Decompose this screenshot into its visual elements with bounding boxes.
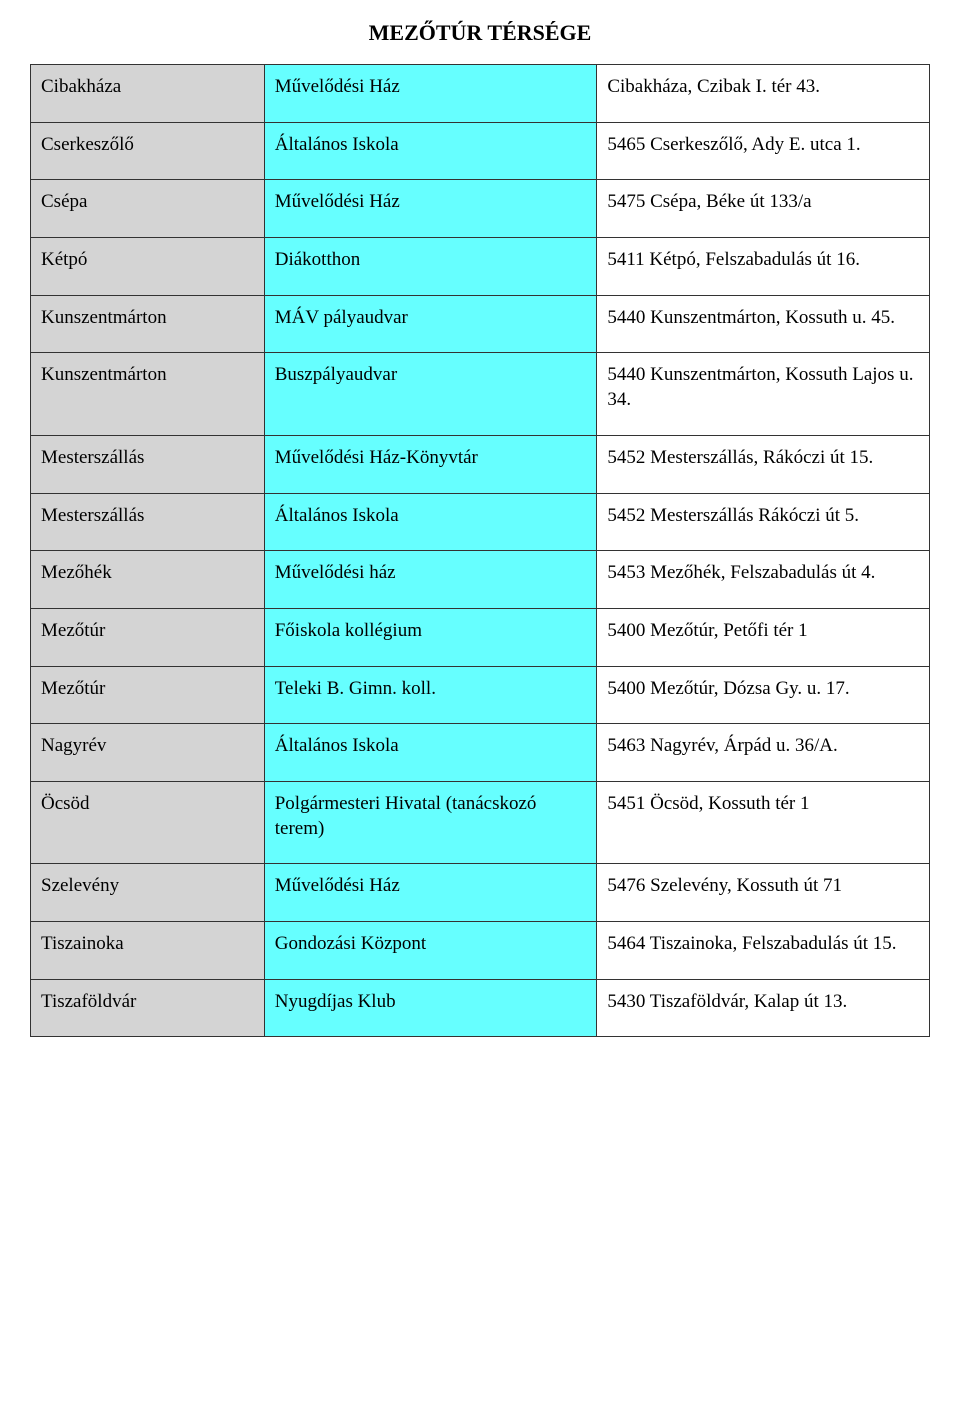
cell-address: 5430 Tiszaföldvár, Kalap út 13. bbox=[597, 979, 930, 1037]
cell-institution: Művelődési Ház bbox=[264, 180, 597, 238]
table-row: MesterszállásMűvelődési Ház-Könyvtár5452… bbox=[31, 435, 930, 493]
cell-institution: Főiskola kollégium bbox=[264, 608, 597, 666]
cell-institution: MÁV pályaudvar bbox=[264, 295, 597, 353]
table-row: SzelevényMűvelődési Ház5476 Szelevény, K… bbox=[31, 864, 930, 922]
table-row: CsépaMűvelődési Ház5475 Csépa, Béke út 1… bbox=[31, 180, 930, 238]
cell-settlement: Öcsöd bbox=[31, 781, 265, 863]
cell-institution: Diákotthon bbox=[264, 238, 597, 296]
table-row: NagyrévÁltalános Iskola5463 Nagyrév, Árp… bbox=[31, 724, 930, 782]
cell-institution: Gondozási Központ bbox=[264, 922, 597, 980]
cell-address: 5451 Öcsöd, Kossuth tér 1 bbox=[597, 781, 930, 863]
cell-settlement: Mezőhék bbox=[31, 551, 265, 609]
cell-settlement: Cibakháza bbox=[31, 65, 265, 123]
cell-institution: Általános Iskola bbox=[264, 493, 597, 551]
cell-settlement: Cserkeszőlő bbox=[31, 122, 265, 180]
table-row: CibakházaMűvelődési Ház Cibakháza, Cziba… bbox=[31, 65, 930, 123]
cell-settlement: Mezőtúr bbox=[31, 608, 265, 666]
cell-address: 5476 Szelevény, Kossuth út 71 bbox=[597, 864, 930, 922]
cell-settlement: Mesterszállás bbox=[31, 493, 265, 551]
cell-address: 5475 Csépa, Béke út 133/a bbox=[597, 180, 930, 238]
cell-address: 5440 Kunszentmárton, Kossuth u. 45. bbox=[597, 295, 930, 353]
cell-address: 5464 Tiszainoka, Felszabadulás út 15. bbox=[597, 922, 930, 980]
cell-settlement: Csépa bbox=[31, 180, 265, 238]
table-row: KunszentmártonMÁV pályaudvar5440 Kunszen… bbox=[31, 295, 930, 353]
cell-address: 5400 Mezőtúr, Petőfi tér 1 bbox=[597, 608, 930, 666]
cell-settlement: Kétpó bbox=[31, 238, 265, 296]
cell-address: 5400 Mezőtúr, Dózsa Gy. u. 17. bbox=[597, 666, 930, 724]
cell-institution: Általános Iskola bbox=[264, 122, 597, 180]
cell-institution: Polgármesteri Hivatal (tanácskozó terem) bbox=[264, 781, 597, 863]
table-row: MezőtúrFőiskola kollégium5400 Mezőtúr, P… bbox=[31, 608, 930, 666]
cell-settlement: Mezőtúr bbox=[31, 666, 265, 724]
cell-address: 5411 Kétpó, Felszabadulás út 16. bbox=[597, 238, 930, 296]
page-title: MEZŐTÚR TÉRSÉGE bbox=[30, 20, 930, 46]
cell-settlement: Kunszentmárton bbox=[31, 353, 265, 435]
cell-address: 5452 Mesterszállás, Rákóczi út 15. bbox=[597, 435, 930, 493]
cell-settlement: Tiszaföldvár bbox=[31, 979, 265, 1037]
cell-institution: Nyugdíjas Klub bbox=[264, 979, 597, 1037]
cell-address: 5453 Mezőhék, Felszabadulás út 4. bbox=[597, 551, 930, 609]
cell-address: Cibakháza, Czibak I. tér 43. bbox=[597, 65, 930, 123]
data-table: CibakházaMűvelődési Ház Cibakháza, Cziba… bbox=[30, 64, 930, 1037]
table-row: MesterszállásÁltalános Iskola5452 Mester… bbox=[31, 493, 930, 551]
cell-institution: Teleki B. Gimn. koll. bbox=[264, 666, 597, 724]
cell-address: 5452 Mesterszállás Rákóczi út 5. bbox=[597, 493, 930, 551]
table-row: TiszainokaGondozási Központ5464 Tiszaino… bbox=[31, 922, 930, 980]
cell-institution: Művelődési Ház bbox=[264, 864, 597, 922]
cell-institution: Buszpályaudvar bbox=[264, 353, 597, 435]
table-row: Öcsöd Polgármesteri Hivatal (tanácskozó … bbox=[31, 781, 930, 863]
cell-address: 5440 Kunszentmárton, Kossuth Lajos u. 34… bbox=[597, 353, 930, 435]
table-row: CserkeszőlőÁltalános Iskola5465 Cserkesz… bbox=[31, 122, 930, 180]
cell-settlement: Nagyrév bbox=[31, 724, 265, 782]
table-row: KétpóDiákotthon5411 Kétpó, Felszabadulás… bbox=[31, 238, 930, 296]
cell-settlement: Kunszentmárton bbox=[31, 295, 265, 353]
cell-settlement: Szelevény bbox=[31, 864, 265, 922]
cell-institution: Művelődési Ház-Könyvtár bbox=[264, 435, 597, 493]
table-row: TiszaföldvárNyugdíjas Klub5430 Tiszaföld… bbox=[31, 979, 930, 1037]
cell-address: 5465 Cserkeszőlő, Ady E. utca 1. bbox=[597, 122, 930, 180]
table-row: KunszentmártonBuszpályaudvar5440 Kunszen… bbox=[31, 353, 930, 435]
cell-institution: Általános Iskola bbox=[264, 724, 597, 782]
table-row: MezőhékMűvelődési ház5453 Mezőhék, Felsz… bbox=[31, 551, 930, 609]
cell-settlement: Mesterszállás bbox=[31, 435, 265, 493]
cell-institution: Művelődési Ház bbox=[264, 65, 597, 123]
table-row: MezőtúrTeleki B. Gimn. koll.5400 Mezőtúr… bbox=[31, 666, 930, 724]
cell-address: 5463 Nagyrév, Árpád u. 36/A. bbox=[597, 724, 930, 782]
cell-institution: Művelődési ház bbox=[264, 551, 597, 609]
cell-settlement: Tiszainoka bbox=[31, 922, 265, 980]
